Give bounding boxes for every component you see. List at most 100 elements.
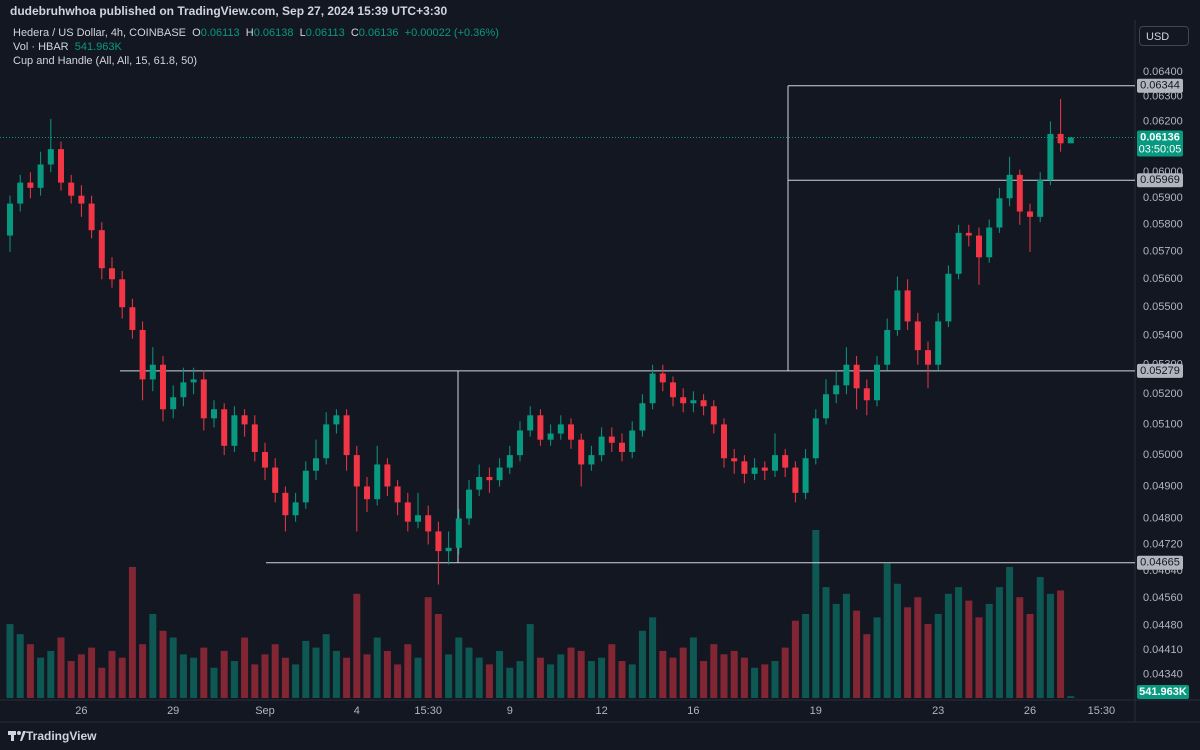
volume-bar bbox=[322, 634, 330, 698]
volume-bar bbox=[924, 624, 932, 698]
candle-body bbox=[200, 379, 207, 419]
volume-bar bbox=[128, 566, 136, 698]
candle-body bbox=[639, 403, 646, 431]
volume-bar bbox=[16, 634, 24, 698]
volume-bar bbox=[985, 603, 993, 698]
candle-body bbox=[659, 373, 666, 383]
volume-bar bbox=[190, 657, 198, 698]
level-badge: 0.05279 bbox=[1140, 365, 1180, 377]
volume-bar bbox=[700, 661, 708, 698]
candle bbox=[1067, 136, 1074, 144]
currency-button[interactable]: USD bbox=[1139, 26, 1189, 46]
candle bbox=[68, 174, 75, 204]
y-tick-label: 0.05600 bbox=[1143, 273, 1183, 285]
candle bbox=[496, 458, 503, 487]
ohlc-label: H bbox=[245, 27, 254, 39]
volume-value: 541.963K bbox=[74, 41, 122, 53]
candle-body bbox=[792, 467, 799, 493]
y-tick-label: 0.05200 bbox=[1143, 388, 1183, 400]
candle-body bbox=[78, 195, 85, 204]
volume-bar bbox=[394, 664, 402, 698]
candle bbox=[506, 445, 513, 474]
candle bbox=[231, 406, 238, 453]
candle bbox=[782, 448, 789, 477]
candle bbox=[761, 461, 768, 481]
symbol-legend: Hedera / US Dollar, 4h, COINBASE O0.0611… bbox=[13, 27, 499, 39]
x-tick-label: 26 bbox=[1024, 705, 1036, 717]
y-tick-label: 0.05800 bbox=[1143, 219, 1183, 231]
candle-body bbox=[874, 364, 880, 401]
change: +0.00022 (+0.36%) bbox=[404, 27, 499, 39]
volume-bar bbox=[832, 603, 840, 698]
candle-body bbox=[843, 364, 850, 386]
candle bbox=[353, 445, 360, 532]
volume-bar bbox=[761, 664, 769, 698]
volume-bar bbox=[628, 664, 636, 698]
volume-bar bbox=[465, 647, 473, 698]
candle-body bbox=[364, 486, 370, 500]
candle bbox=[435, 521, 442, 585]
candle bbox=[608, 427, 615, 453]
volume-bar bbox=[904, 607, 912, 698]
candle-body bbox=[17, 182, 24, 204]
candle-body bbox=[996, 198, 1003, 228]
volume-bar bbox=[353, 593, 361, 698]
x-tick-label: 15:30 bbox=[414, 705, 442, 717]
volume-bar bbox=[853, 610, 861, 698]
ohlc-label: O bbox=[192, 27, 201, 39]
volume-bar bbox=[373, 637, 381, 698]
y-tick-label: 0.04900 bbox=[1143, 480, 1183, 492]
last-price-badge: 0.06136 bbox=[1140, 131, 1180, 143]
candle-body bbox=[812, 418, 819, 459]
candle bbox=[251, 415, 258, 462]
candle-body bbox=[619, 442, 625, 453]
candle bbox=[313, 439, 319, 481]
candle-body bbox=[700, 400, 707, 407]
candle bbox=[129, 298, 136, 339]
volume-bar bbox=[1067, 696, 1075, 698]
candle-body bbox=[88, 203, 95, 231]
candle bbox=[98, 222, 105, 280]
x-tick-label: Sep bbox=[255, 705, 275, 717]
candle bbox=[812, 409, 819, 465]
volume-bar bbox=[893, 583, 901, 698]
x-tick-label: 16 bbox=[687, 705, 699, 717]
candle bbox=[731, 448, 738, 474]
volume-bar bbox=[1026, 614, 1034, 698]
candle-body bbox=[394, 486, 401, 503]
volume-bar bbox=[659, 650, 667, 698]
candle-body bbox=[935, 321, 942, 365]
candle-body bbox=[1037, 180, 1044, 217]
volume-bar bbox=[1057, 590, 1065, 698]
candle bbox=[976, 227, 982, 285]
candle bbox=[180, 367, 187, 407]
volume-bar bbox=[638, 630, 646, 698]
volume-bar bbox=[220, 650, 228, 698]
candle-body bbox=[109, 268, 115, 280]
candle bbox=[1057, 98, 1064, 152]
candle-body bbox=[170, 397, 177, 410]
volume-bar bbox=[608, 644, 616, 698]
candle-body bbox=[384, 464, 391, 487]
candle-body bbox=[353, 455, 360, 487]
candle bbox=[863, 379, 870, 416]
candle-body bbox=[486, 476, 493, 481]
volume-bar bbox=[26, 644, 34, 698]
volume-bar bbox=[1046, 593, 1054, 698]
level-badge-bg bbox=[1137, 363, 1183, 378]
y-tick-label: 0.04480 bbox=[1143, 619, 1183, 631]
volume-bar bbox=[455, 637, 463, 698]
volume-bar bbox=[88, 647, 96, 698]
y-tick-label: 0.06400 bbox=[1143, 66, 1183, 78]
y-tick-label: 0.05500 bbox=[1143, 301, 1183, 313]
candle bbox=[1027, 203, 1033, 252]
volume-bar bbox=[587, 661, 595, 698]
ohlc-value: 0.06138 bbox=[253, 27, 294, 39]
y-tick-label: 0.04720 bbox=[1143, 538, 1183, 550]
candle-body bbox=[292, 502, 299, 516]
volume-bar bbox=[57, 637, 65, 698]
candle bbox=[139, 321, 146, 401]
level-badge-bg bbox=[1137, 78, 1183, 93]
volume-bar bbox=[934, 614, 942, 698]
candle-body bbox=[557, 424, 564, 434]
